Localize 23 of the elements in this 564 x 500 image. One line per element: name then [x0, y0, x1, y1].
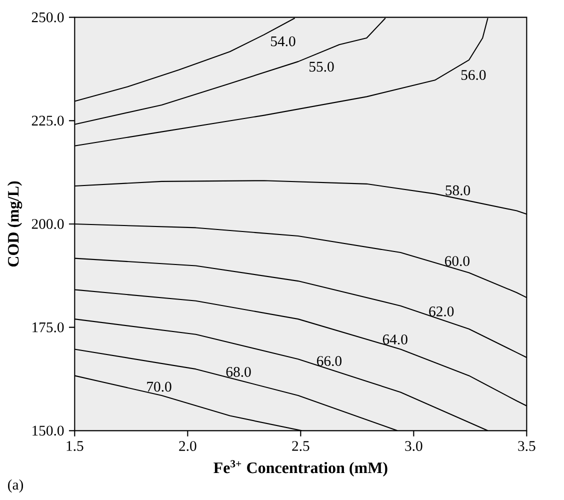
series-label: 55.0: [310, 62, 334, 72]
x-tick-label: 1.5: [66, 441, 84, 451]
text: (a): [8, 479, 24, 493]
series-label: 54.0: [271, 36, 296, 46]
y-axis-title: COD (mg/L): [7, 181, 22, 267]
x-tick-label: 3.5: [518, 441, 536, 451]
series-label: 56.0: [461, 70, 486, 80]
series-label: 62.0: [429, 306, 454, 316]
y-tick-label: 225.0: [32, 116, 64, 126]
x-tick-label: 2.5: [292, 441, 310, 451]
series-label: 66.0: [317, 356, 342, 366]
y-tick-label: 175.0: [32, 322, 64, 332]
y-tick-label: 250.0: [32, 12, 64, 22]
series-label: 64.0: [382, 334, 408, 344]
x-tick-label: 2.0: [179, 441, 196, 452]
x-axis-title: Fe$^{3+}$ Concentration (mM): [214, 460, 388, 476]
y-tick-label: 200.0: [32, 219, 64, 229]
series-label: 60.0: [444, 256, 470, 266]
series-label: 70.0: [147, 382, 172, 392]
y-tick-label: 150.0: [32, 426, 64, 436]
x-tick-label: 3.0: [405, 441, 422, 452]
series-label: 68.0: [226, 366, 251, 377]
series-label: 58.0: [446, 185, 470, 196]
